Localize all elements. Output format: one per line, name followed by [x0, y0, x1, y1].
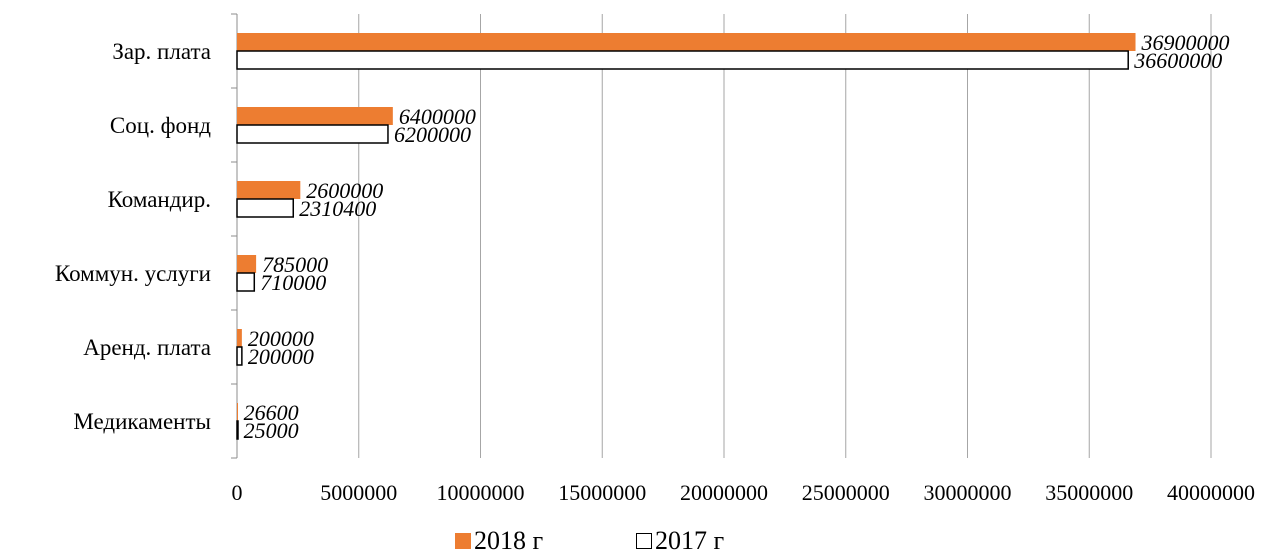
x-tick-label: 30000000 — [924, 480, 1012, 505]
bar-2017 — [236, 50, 1129, 70]
category-label: Соц. фонд — [110, 113, 211, 138]
data-label-2017: 25000 — [244, 418, 299, 443]
data-label-2018: 2600000 — [306, 178, 383, 203]
legend-item-2017: 2017 г — [636, 528, 724, 554]
x-tick-label: 35000000 — [1045, 480, 1133, 505]
category-label: Коммун. услуги — [55, 261, 211, 286]
legend-label-2018: 2018 г — [474, 526, 544, 555]
bar-2018 — [237, 255, 257, 273]
bar-2018 — [237, 107, 393, 125]
bar-2017 — [236, 420, 239, 440]
x-tick-label: 15000000 — [558, 480, 646, 505]
bar-2017 — [236, 272, 256, 292]
data-label-2017: 710000 — [260, 270, 326, 295]
category-label: Медикаменты — [73, 409, 211, 434]
x-tick-label: 20000000 — [680, 480, 768, 505]
bar-2017 — [236, 124, 389, 144]
legend-swatch-2017 — [636, 533, 652, 549]
category-label: Аренд. плата — [83, 335, 211, 360]
bar-2018 — [237, 181, 301, 199]
legend-item-2018: 2018 г — [455, 528, 543, 554]
data-label-2018: 26600 — [244, 400, 299, 425]
bar-2018 — [237, 329, 242, 347]
chart-legend: 2018 г 2017 г — [0, 528, 1274, 554]
data-label-2018: 785000 — [262, 252, 328, 277]
legend-swatch-2018 — [455, 533, 471, 549]
bar-2018 — [237, 33, 1136, 51]
x-tick-label: 10000000 — [437, 480, 525, 505]
data-label-2017: 200000 — [248, 344, 314, 369]
x-tick-label: 25000000 — [802, 480, 890, 505]
bar-2017 — [236, 346, 243, 366]
data-label-2018: 6400000 — [399, 104, 476, 129]
data-label-2017: 36600000 — [1133, 48, 1222, 73]
data-label-2017: 2310400 — [299, 196, 376, 221]
data-label-2017: 6200000 — [394, 122, 471, 147]
x-tick-label: 5000000 — [320, 480, 397, 505]
category-label: Командир. — [108, 187, 211, 212]
data-label-2018: 36900000 — [1141, 30, 1230, 55]
category-label: Зар. плата — [112, 39, 211, 64]
legend-label-2017: 2017 г — [655, 526, 725, 555]
bar-2018 — [237, 403, 238, 421]
x-tick-label: 40000000 — [1167, 480, 1255, 505]
data-label-2018: 200000 — [248, 326, 314, 351]
bar-2017 — [236, 198, 295, 218]
x-tick-label: 0 — [232, 480, 243, 505]
